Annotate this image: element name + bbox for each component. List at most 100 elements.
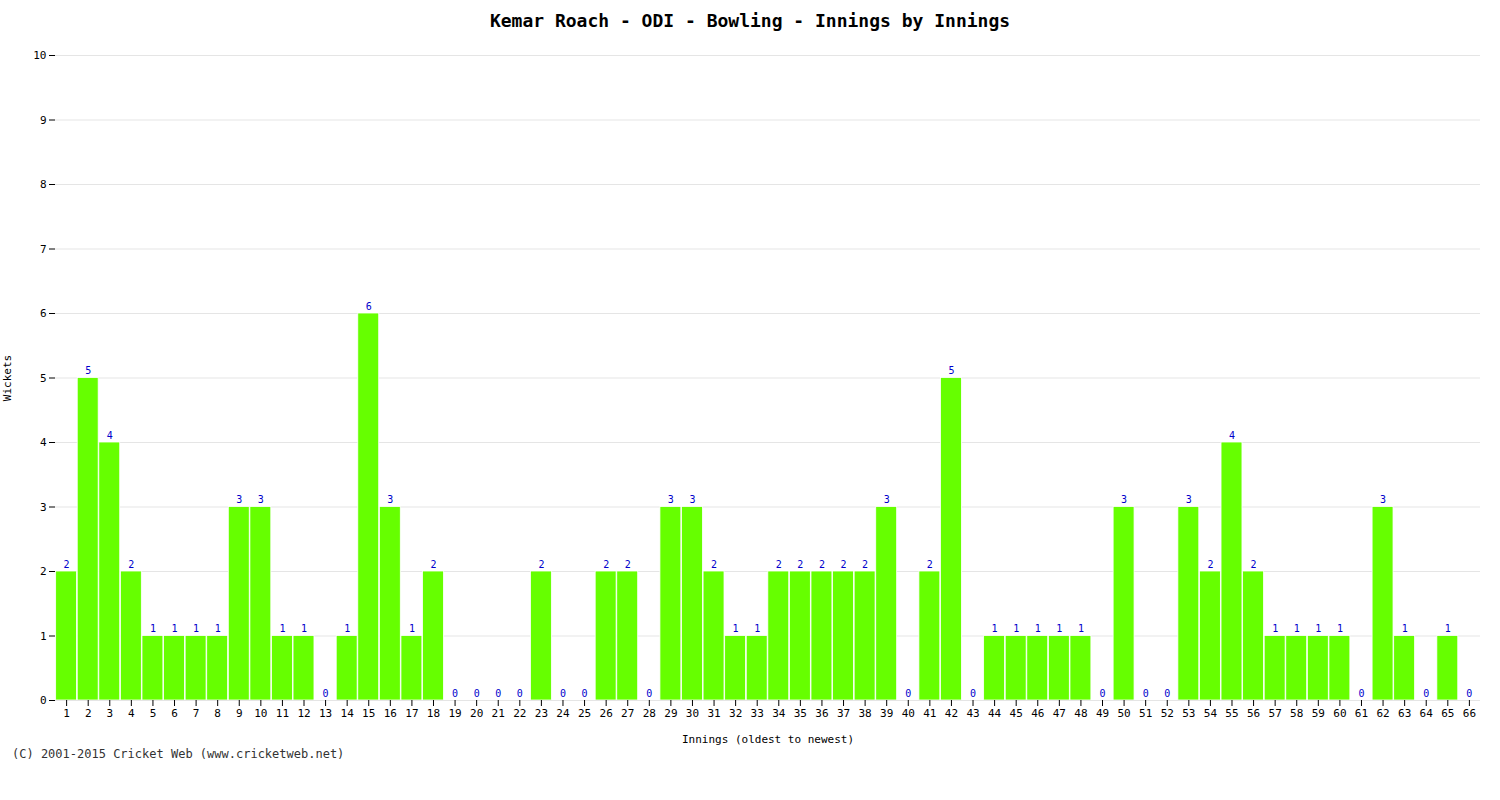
svg-text:20: 20 (470, 707, 483, 720)
svg-text:1: 1 (733, 623, 739, 634)
svg-text:2: 2 (1251, 559, 1257, 570)
svg-text:61: 61 (1355, 707, 1368, 720)
svg-text:29: 29 (664, 707, 677, 720)
svg-text:11: 11 (276, 707, 289, 720)
svg-text:0: 0 (452, 688, 458, 699)
svg-text:1: 1 (215, 623, 221, 634)
svg-text:9: 9 (40, 114, 47, 127)
svg-text:43: 43 (966, 707, 979, 720)
svg-text:1: 1 (279, 623, 285, 634)
svg-text:44: 44 (988, 707, 1002, 720)
svg-text:1: 1 (1294, 623, 1300, 634)
svg-text:7: 7 (40, 243, 47, 256)
svg-text:55: 55 (1225, 707, 1238, 720)
svg-text:64: 64 (1420, 707, 1434, 720)
svg-text:3: 3 (40, 501, 47, 514)
svg-text:1: 1 (754, 623, 760, 634)
svg-text:2: 2 (797, 559, 803, 570)
svg-text:1: 1 (1078, 623, 1084, 634)
svg-text:3: 3 (689, 494, 695, 505)
svg-text:40: 40 (902, 707, 915, 720)
svg-text:2: 2 (819, 559, 825, 570)
svg-text:36: 36 (815, 707, 828, 720)
svg-text:0: 0 (970, 688, 976, 699)
svg-text:2: 2 (625, 559, 631, 570)
svg-text:1: 1 (40, 630, 47, 643)
svg-text:49: 49 (1096, 707, 1109, 720)
svg-text:16: 16 (384, 707, 397, 720)
svg-text:2: 2 (430, 559, 436, 570)
svg-text:63: 63 (1398, 707, 1411, 720)
svg-text:1: 1 (992, 623, 998, 634)
svg-text:2: 2 (711, 559, 717, 570)
svg-text:3: 3 (1186, 494, 1192, 505)
svg-text:1: 1 (1337, 623, 1343, 634)
svg-text:3: 3 (884, 494, 890, 505)
svg-text:4: 4 (1229, 430, 1235, 441)
svg-text:1: 1 (1402, 623, 1408, 634)
svg-text:1: 1 (1035, 623, 1041, 634)
svg-text:18: 18 (427, 707, 440, 720)
svg-text:0: 0 (1099, 688, 1105, 699)
svg-text:47: 47 (1053, 707, 1066, 720)
svg-text:10: 10 (33, 49, 46, 62)
svg-text:45: 45 (1010, 707, 1023, 720)
svg-text:7: 7 (193, 707, 200, 720)
svg-text:33: 33 (751, 707, 764, 720)
svg-text:65: 65 (1441, 707, 1454, 720)
svg-text:2: 2 (128, 559, 134, 570)
svg-text:0: 0 (582, 688, 588, 699)
svg-text:0: 0 (560, 688, 566, 699)
svg-text:51: 51 (1139, 707, 1152, 720)
svg-text:2: 2 (841, 559, 847, 570)
svg-text:2: 2 (64, 559, 70, 570)
svg-text:21: 21 (492, 707, 505, 720)
svg-text:0: 0 (1358, 688, 1364, 699)
svg-text:5: 5 (40, 372, 47, 385)
svg-text:46: 46 (1031, 707, 1044, 720)
svg-text:0: 0 (1143, 688, 1149, 699)
svg-text:6: 6 (366, 301, 372, 312)
svg-text:2: 2 (603, 559, 609, 570)
svg-text:8: 8 (214, 707, 221, 720)
svg-text:1: 1 (63, 707, 70, 720)
svg-text:50: 50 (1117, 707, 1130, 720)
svg-text:1: 1 (301, 623, 307, 634)
svg-text:0: 0 (517, 688, 523, 699)
svg-text:6: 6 (171, 707, 178, 720)
svg-text:3: 3 (1380, 494, 1386, 505)
svg-text:0: 0 (40, 694, 47, 707)
svg-text:4: 4 (128, 707, 135, 720)
svg-text:2: 2 (862, 559, 868, 570)
svg-text:14: 14 (341, 707, 355, 720)
svg-text:48: 48 (1074, 707, 1087, 720)
svg-text:23: 23 (535, 707, 548, 720)
svg-text:41: 41 (923, 707, 936, 720)
svg-text:22: 22 (513, 707, 526, 720)
svg-text:66: 66 (1463, 707, 1476, 720)
svg-text:Innings (oldest to newest): Innings (oldest to newest) (682, 733, 854, 746)
svg-text:32: 32 (729, 707, 742, 720)
svg-text:1: 1 (150, 623, 156, 634)
svg-text:54: 54 (1204, 707, 1218, 720)
svg-text:38: 38 (858, 707, 871, 720)
svg-text:0: 0 (1423, 688, 1429, 699)
svg-text:9: 9 (236, 707, 243, 720)
svg-text:35: 35 (794, 707, 807, 720)
svg-text:58: 58 (1290, 707, 1303, 720)
svg-text:0: 0 (1466, 688, 1472, 699)
svg-text:1: 1 (172, 623, 178, 634)
svg-text:2: 2 (85, 707, 92, 720)
svg-text:27: 27 (621, 707, 634, 720)
svg-text:Wickets: Wickets (1, 355, 14, 401)
svg-text:1: 1 (193, 623, 199, 634)
svg-text:2: 2 (927, 559, 933, 570)
svg-text:19: 19 (448, 707, 461, 720)
svg-text:0: 0 (474, 688, 480, 699)
svg-text:4: 4 (40, 436, 47, 449)
svg-text:28: 28 (643, 707, 656, 720)
svg-text:3: 3 (236, 494, 242, 505)
svg-text:13: 13 (319, 707, 332, 720)
svg-text:15: 15 (362, 707, 375, 720)
svg-text:57: 57 (1269, 707, 1282, 720)
